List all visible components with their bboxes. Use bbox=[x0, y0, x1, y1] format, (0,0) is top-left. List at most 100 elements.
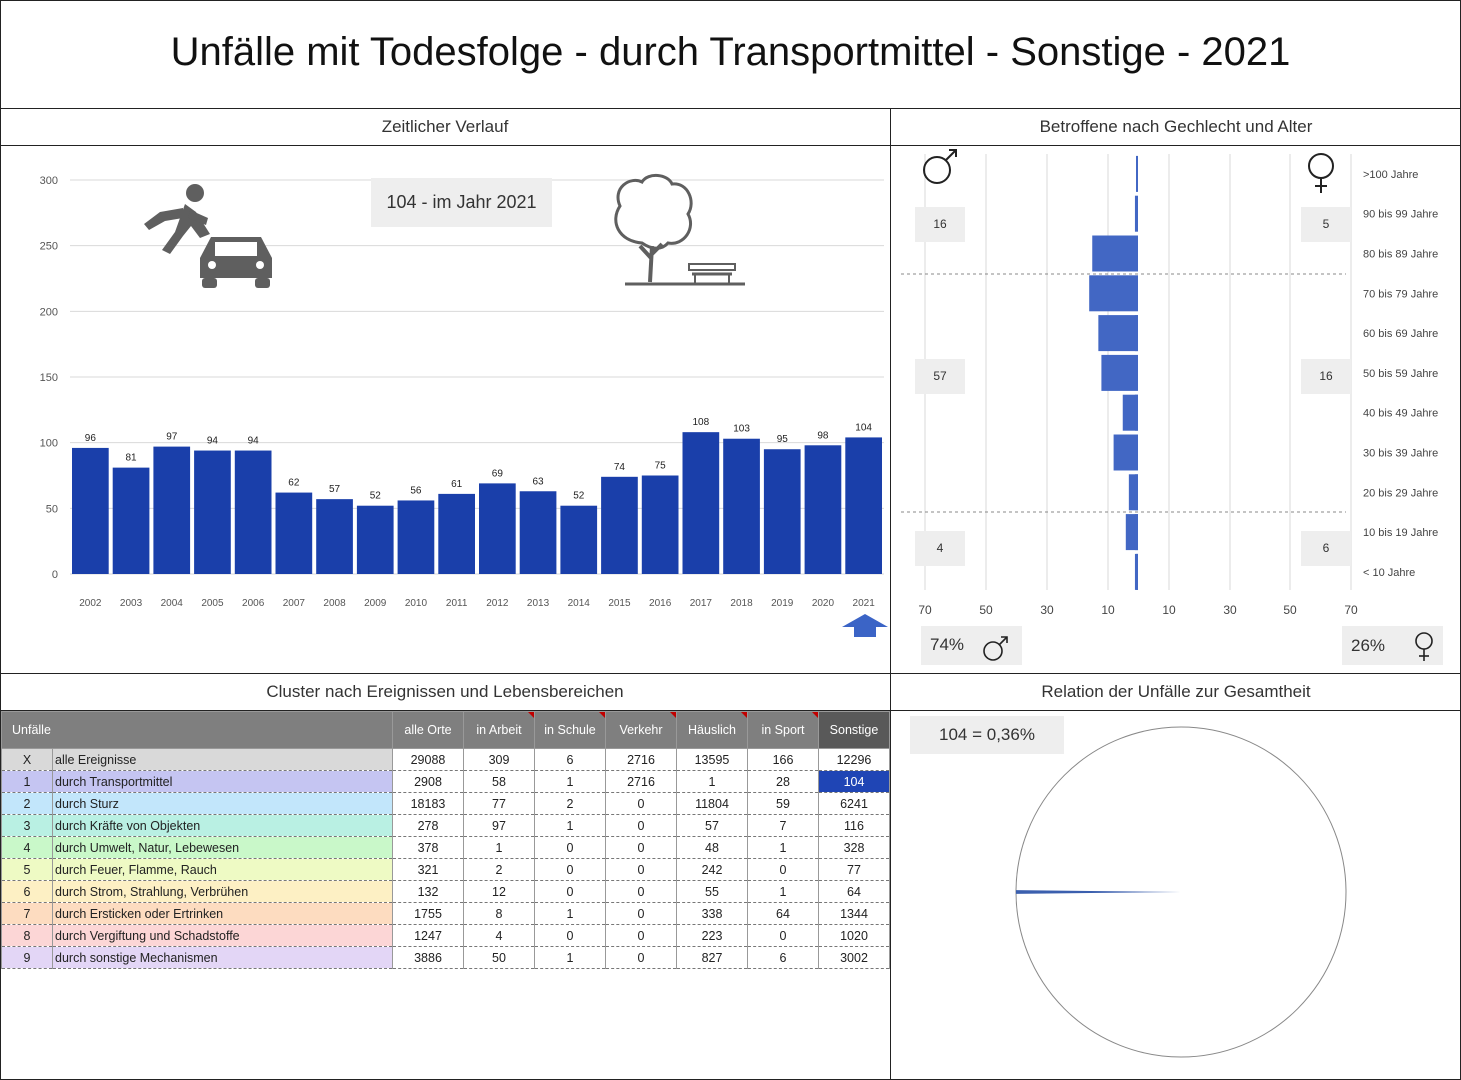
table-cell[interactable]: 1 bbox=[463, 836, 535, 859]
table-cell[interactable]: 77 bbox=[818, 858, 890, 881]
table-cell[interactable]: 48 bbox=[676, 836, 748, 859]
table-cell[interactable]: 4 bbox=[463, 924, 535, 947]
table-cell[interactable]: 0 bbox=[605, 792, 677, 815]
table-cell[interactable]: 827 bbox=[676, 946, 748, 969]
table-cell[interactable]: 58 bbox=[463, 770, 535, 793]
table-cell[interactable]: 1 bbox=[676, 770, 748, 793]
table-cell[interactable]: 8 bbox=[463, 902, 535, 925]
table-cell[interactable]: 338 bbox=[676, 902, 748, 925]
table-cell[interactable]: 132 bbox=[392, 880, 464, 903]
table-cell[interactable]: 28 bbox=[747, 770, 819, 793]
table-cell[interactable]: 2 bbox=[463, 858, 535, 881]
table-cell[interactable]: 50 bbox=[463, 946, 535, 969]
male-share-value: 74% bbox=[930, 635, 965, 654]
table-cell[interactable]: 0 bbox=[534, 924, 606, 947]
table-cell[interactable]: 321 bbox=[392, 858, 464, 881]
table-cell[interactable]: 0 bbox=[605, 814, 677, 837]
x-tick-label: 2013 bbox=[527, 598, 550, 609]
table-cell[interactable]: 3886 bbox=[392, 946, 464, 969]
male-symbol-icon bbox=[923, 149, 957, 184]
table-cell[interactable]: 1344 bbox=[818, 902, 890, 925]
x-tick-label: 2016 bbox=[649, 598, 672, 609]
table-cell[interactable]: 0 bbox=[605, 880, 677, 903]
table-cell[interactable]: 13595 bbox=[676, 748, 748, 771]
table-cell[interactable]: 6241 bbox=[818, 792, 890, 815]
table-cell[interactable]: 97 bbox=[463, 814, 535, 837]
table-cell[interactable]: 2908 bbox=[392, 770, 464, 793]
table-cell[interactable]: 6 bbox=[534, 748, 606, 771]
row-label: durch Sturz bbox=[52, 792, 393, 815]
table-cell[interactable]: 0 bbox=[605, 836, 677, 859]
table-cell[interactable]: 64 bbox=[747, 902, 819, 925]
table-cell[interactable]: 11804 bbox=[676, 792, 748, 815]
age-category-label: < 10 Jahre bbox=[1363, 567, 1415, 579]
x-tick-label: 2008 bbox=[323, 598, 346, 609]
table-cell[interactable]: 6 bbox=[747, 946, 819, 969]
table-cell[interactable]: 0 bbox=[605, 924, 677, 947]
table-cell[interactable]: 1755 bbox=[392, 902, 464, 925]
table-cell[interactable]: 1247 bbox=[392, 924, 464, 947]
table-cell[interactable]: 1 bbox=[534, 814, 606, 837]
table-cell[interactable]: 166 bbox=[747, 748, 819, 771]
table-cell[interactable]: 1 bbox=[747, 836, 819, 859]
table-cell[interactable]: 328 bbox=[818, 836, 890, 859]
table-cell[interactable]: 0 bbox=[605, 902, 677, 925]
table-cell[interactable]: 12296 bbox=[818, 748, 890, 771]
table-cell[interactable]: 2 bbox=[534, 792, 606, 815]
table-cell[interactable]: 1 bbox=[534, 946, 606, 969]
table-cell[interactable]: 0 bbox=[605, 858, 677, 881]
pyramid-bar-male bbox=[1128, 474, 1138, 511]
pyramid-bar-male bbox=[1098, 315, 1138, 352]
row-index: 9 bbox=[1, 946, 53, 969]
table-cell[interactable]: 55 bbox=[676, 880, 748, 903]
table-cell[interactable]: 57 bbox=[676, 814, 748, 837]
table-cell[interactable]: 1 bbox=[534, 770, 606, 793]
bar-2016 bbox=[641, 475, 679, 574]
table-cell[interactable]: 278 bbox=[392, 814, 464, 837]
bar-value-label: 108 bbox=[693, 417, 710, 428]
pyramid-bar-male bbox=[1092, 235, 1138, 272]
bar-2009 bbox=[356, 505, 394, 574]
column-header: Unfälle bbox=[1, 711, 393, 749]
table-cell[interactable]: 0 bbox=[605, 946, 677, 969]
table-cell[interactable]: 0 bbox=[534, 880, 606, 903]
table-cell[interactable]: 1020 bbox=[818, 924, 890, 947]
table-cell[interactable]: 18183 bbox=[392, 792, 464, 815]
table-cell[interactable]: 12 bbox=[463, 880, 535, 903]
table-cell[interactable]: 2716 bbox=[605, 770, 677, 793]
table-cell[interactable]: 242 bbox=[676, 858, 748, 881]
table-cell[interactable]: 2716 bbox=[605, 748, 677, 771]
table-cell[interactable]: 1 bbox=[747, 880, 819, 903]
bar-2004 bbox=[153, 446, 191, 574]
table-cell[interactable]: 1 bbox=[534, 902, 606, 925]
cluster-table: Unfälle alle Orte in Arbeit in Schule Verkeh… bbox=[1, 711, 890, 969]
row-label: durch Transportmittel bbox=[52, 770, 393, 793]
table-cell[interactable]: 223 bbox=[676, 924, 748, 947]
bar-2007 bbox=[275, 492, 313, 574]
table-cell[interactable]: 77 bbox=[463, 792, 535, 815]
table-cell[interactable]: 64 bbox=[818, 880, 890, 903]
table-cell[interactable]: 0 bbox=[534, 858, 606, 881]
age-category-label: 70 bis 79 Jahre bbox=[1363, 288, 1438, 300]
row-index: 5 bbox=[1, 858, 53, 881]
x-tick-label: 2020 bbox=[812, 598, 835, 609]
bar-2019 bbox=[763, 449, 801, 574]
table-cell[interactable]: 0 bbox=[747, 858, 819, 881]
table-cell[interactable]: 116 bbox=[818, 814, 890, 837]
x-tick-label: 30 bbox=[1223, 603, 1237, 617]
table-cell[interactable]: 29088 bbox=[392, 748, 464, 771]
table-cell[interactable]: 309 bbox=[463, 748, 535, 771]
table-cell[interactable]: 104 bbox=[818, 770, 890, 793]
table-cell[interactable]: 59 bbox=[747, 792, 819, 815]
section-title-timeline: Zeitlicher Verlauf bbox=[381, 117, 509, 136]
table-cell[interactable]: 0 bbox=[534, 836, 606, 859]
table-row: 6 durch Strom, Strahlung, Verbrühen 132 12 0… bbox=[1, 880, 890, 903]
table-cell[interactable]: 7 bbox=[747, 814, 819, 837]
table-cell[interactable]: 378 bbox=[392, 836, 464, 859]
table-cell[interactable]: 0 bbox=[747, 924, 819, 947]
bar-2015 bbox=[601, 476, 638, 574]
bar-value-label: 94 bbox=[207, 436, 219, 447]
x-tick-label: 2010 bbox=[405, 598, 428, 609]
male-share-box: 74% bbox=[921, 626, 1022, 665]
table-cell[interactable]: 3002 bbox=[818, 946, 890, 969]
